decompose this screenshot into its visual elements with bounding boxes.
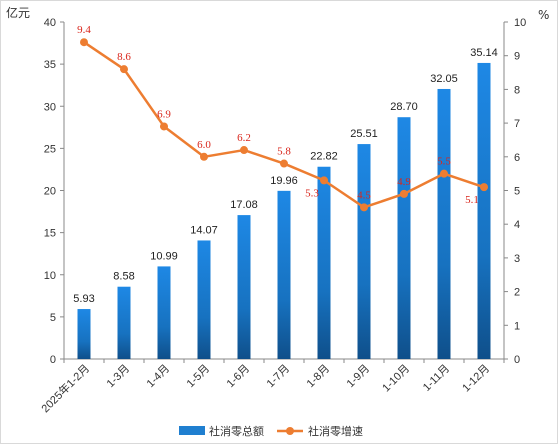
bar [277, 190, 291, 359]
x-axis-tick-label: 1-7月 [265, 363, 293, 391]
growth-rate-point [240, 146, 248, 155]
bar [437, 88, 451, 359]
growth-rate-point [320, 176, 328, 185]
right-axis-unit: % [538, 8, 549, 22]
bar-value-label: 5.93 [73, 293, 94, 305]
legend-bar-swatch [179, 426, 205, 435]
right-axis-tick-label: 9 [514, 51, 520, 63]
right-axis-tick-label: 0 [514, 354, 520, 366]
left-axis-tick-label: 15 [44, 228, 56, 240]
bar [157, 266, 171, 359]
bar [197, 240, 211, 359]
bar-value-label: 25.51 [350, 128, 378, 140]
x-axis-tick-label: 1-12月 [460, 363, 492, 395]
growth-rate-label: 9.4 [77, 24, 91, 36]
growth-rate-point [480, 183, 488, 192]
left-axis-unit: 亿元 [6, 5, 30, 20]
left-axis-tick-label: 20 [44, 186, 56, 198]
bar-value-label: 19.96 [270, 175, 298, 187]
bar-value-label: 32.05 [430, 73, 458, 85]
growth-rate-point [200, 152, 208, 161]
legend: 社消零总额 社消零增速 [179, 424, 363, 438]
x-axis-tick-label: 1-11月 [421, 363, 452, 394]
right-axis-tick-label: 6 [514, 152, 520, 164]
growth-rate-label: 6.0 [197, 139, 211, 151]
bar [237, 215, 251, 359]
growth-rate-point [400, 189, 408, 198]
x-axis-tick-label: 1-8月 [305, 363, 333, 391]
bar [77, 309, 91, 359]
growth-rate-point [160, 122, 168, 131]
growth-rate-label: 4.9 [397, 176, 411, 188]
left-axis-tick-label: 10 [44, 270, 56, 282]
growth-rate-label: 5.3 [305, 187, 319, 199]
bar [317, 166, 331, 359]
growth-rate-point [120, 65, 128, 74]
growth-rate-point [80, 38, 88, 47]
right-axis-tick-label: 7 [514, 118, 520, 130]
bar [477, 62, 491, 360]
legend-line-marker [286, 427, 294, 435]
bar-value-label: 17.08 [230, 199, 258, 211]
left-axis-tick-label: 35 [44, 59, 56, 71]
growth-rate-label: 4.5 [357, 189, 371, 201]
x-axis-tick-label: 1-3月 [105, 363, 133, 391]
growth-rate-label: 8.6 [117, 51, 131, 63]
growth-rate-point [280, 159, 288, 168]
right-axis-tick-label: 1 [514, 320, 520, 332]
growth-rate-label: 6.9 [157, 108, 171, 120]
right-axis-tick-label: 4 [514, 219, 520, 231]
bar-value-label: 8.58 [113, 271, 134, 283]
right-axis-tick-label: 8 [514, 84, 520, 96]
bar [397, 117, 411, 359]
data-labels: 5.93 8.58 10.99 14.07 17.08 19.96 22.82 25.51 28… [73, 24, 497, 305]
bar-value-label: 35.14 [470, 47, 498, 59]
bar-value-label: 10.99 [150, 250, 178, 262]
legend-bar-label: 社消零总额 [209, 424, 264, 438]
bar-value-label: 22.82 [310, 151, 338, 163]
x-axis-tick-label: 1-6月 [225, 363, 253, 391]
growth-rate-label: 5.8 [277, 146, 291, 158]
right-axis-tick-label: 2 [514, 287, 520, 299]
x-axis-tick-label: 2025年1-2月 [38, 361, 92, 415]
legend-line-label: 社消零增速 [308, 424, 363, 438]
right-axis-tick-label: 3 [514, 253, 520, 265]
left-axis-tick-label: 40 [44, 17, 56, 29]
bar-value-label: 28.70 [390, 101, 418, 113]
x-axis-tick-label: 1-4月 [145, 363, 173, 391]
growth-rate-point [440, 169, 448, 178]
line-series [80, 38, 488, 212]
x-axis-tick-label: 1-10月 [380, 363, 412, 395]
right-axis-tick-label: 5 [514, 186, 520, 198]
left-axis-tick-label: 25 [44, 143, 56, 155]
left-axis-tick-label: 5 [50, 312, 56, 324]
bar-series [77, 62, 491, 360]
x-axis-tick-label: 1-9月 [345, 363, 373, 391]
x-axis-tick-label: 1-5月 [185, 363, 213, 391]
growth-rate-label: 5.1 [465, 194, 479, 206]
bar-value-label: 14.07 [190, 224, 218, 236]
growth-rate-point [360, 203, 368, 212]
bar [117, 286, 131, 359]
growth-rate-label: 6.2 [237, 132, 251, 144]
left-axis-tick-label: 0 [50, 354, 56, 366]
growth-rate-label: 5.5 [437, 156, 451, 168]
right-axis-tick-label: 10 [514, 17, 526, 29]
bar [357, 144, 371, 359]
left-axis-tick-label: 30 [44, 101, 56, 113]
